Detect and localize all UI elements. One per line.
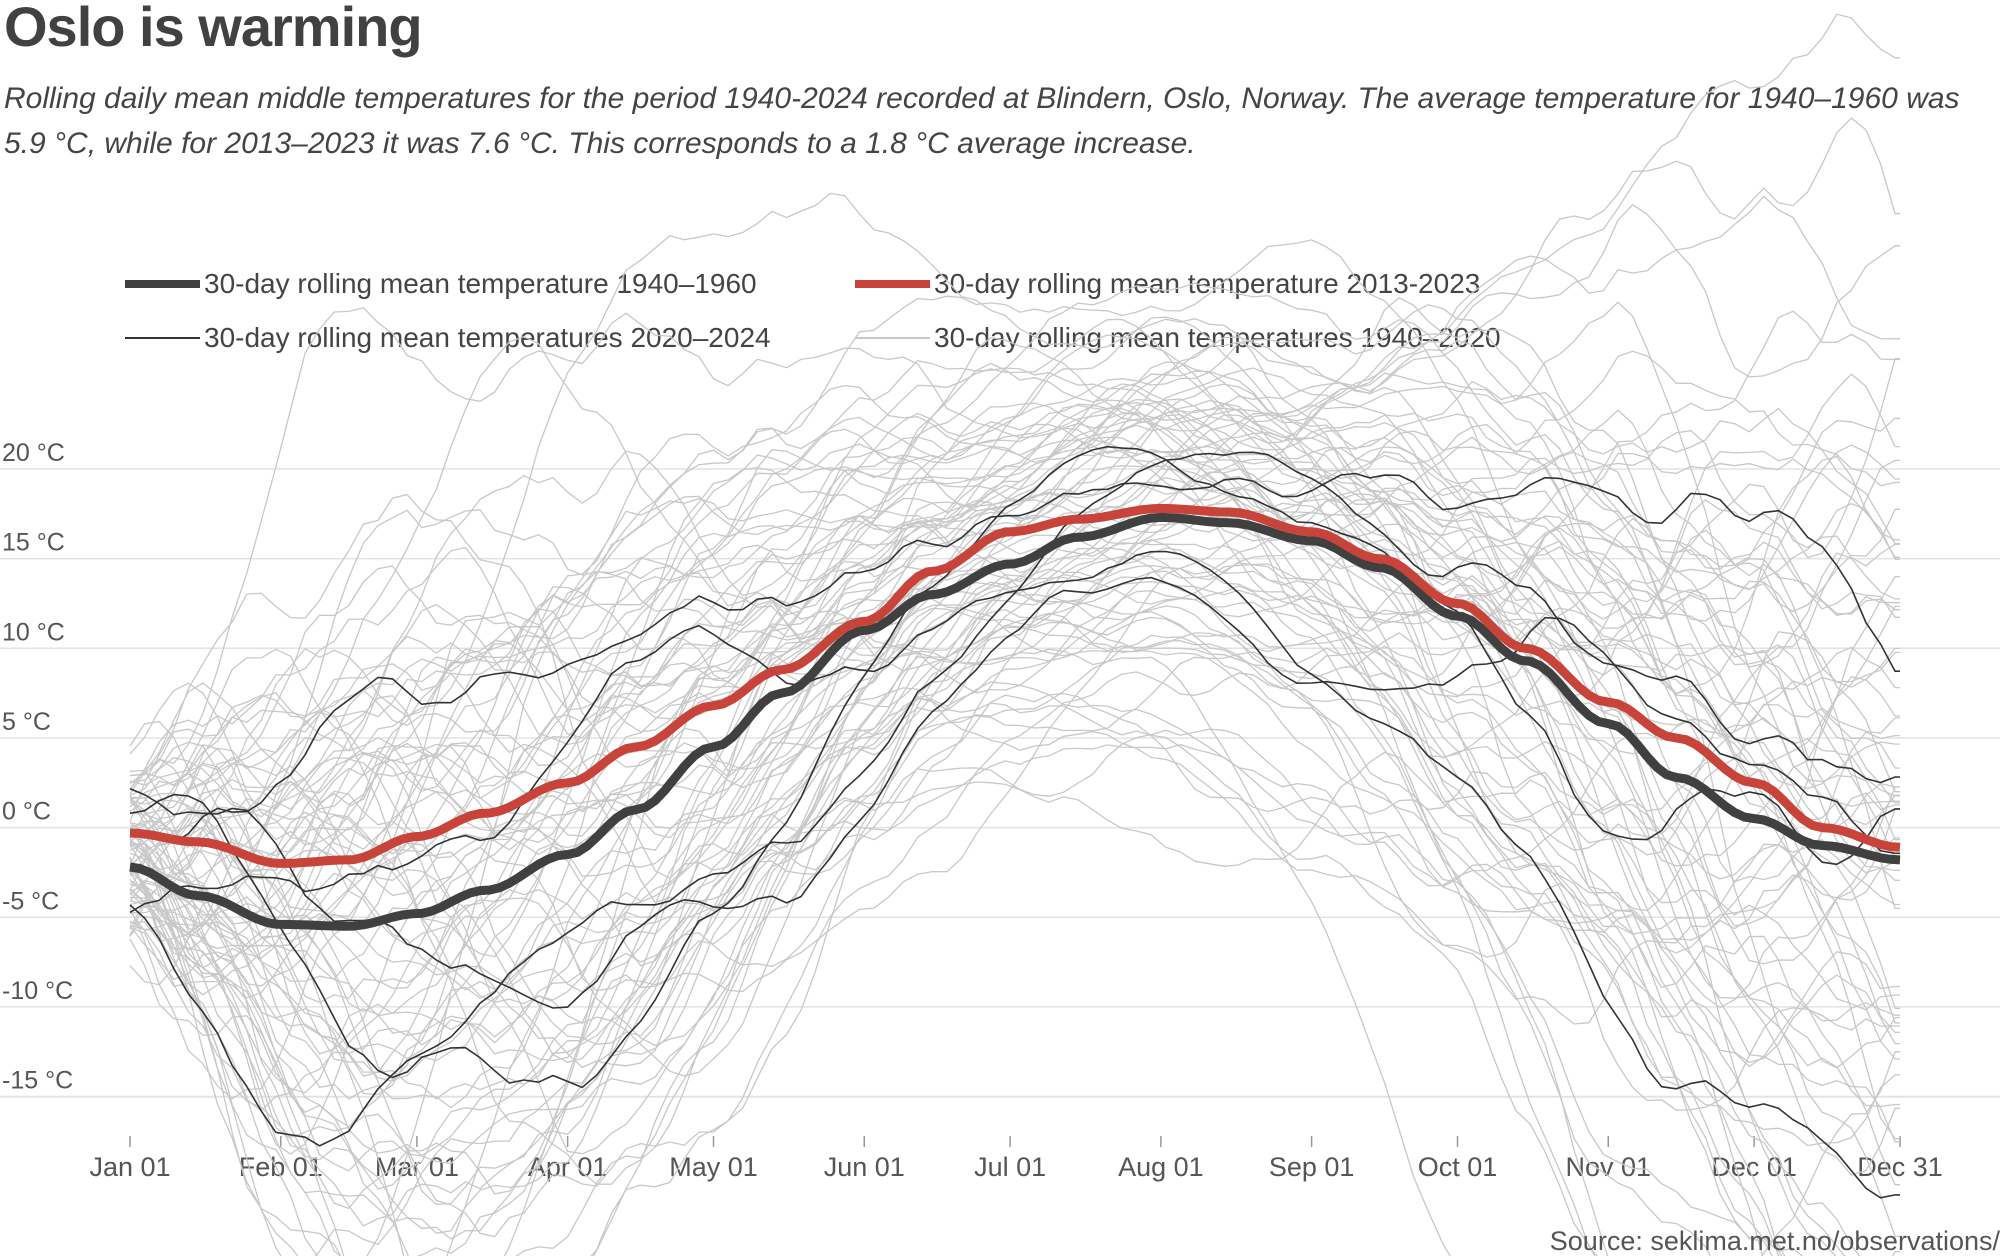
historic-line xyxy=(129,350,1900,880)
recent-year-line xyxy=(129,445,1900,1089)
legend-swatch-2020-2024 xyxy=(125,337,200,339)
historic-line xyxy=(129,493,1783,1256)
historic-lines xyxy=(129,13,1900,1256)
historic-line xyxy=(129,439,1900,878)
historic-line xyxy=(129,414,1900,1256)
historic-line xyxy=(129,301,1900,958)
historic-line xyxy=(129,651,1900,912)
historic-line xyxy=(129,318,1900,1147)
x-tick-label: Aug 01 xyxy=(1118,1152,1204,1182)
historic-line xyxy=(129,398,1900,912)
y-tick-label: 5 °C xyxy=(2,708,51,736)
historic-line xyxy=(129,632,1837,1256)
recent-lines xyxy=(129,445,1900,1199)
historic-line xyxy=(129,203,1900,1004)
x-tick-label: Dec 31 xyxy=(1857,1152,1943,1182)
y-tick-label: 0 °C xyxy=(2,798,51,826)
y-tick-label: 20 °C xyxy=(2,439,65,467)
historic-line xyxy=(129,282,1900,1062)
historic-line xyxy=(129,515,1900,1108)
recent-year-line xyxy=(129,550,1900,1199)
series-line-1940-1960 xyxy=(129,512,1901,931)
historic-line xyxy=(129,502,1900,967)
legend-swatch-1940-2020 xyxy=(855,337,930,339)
historic-line xyxy=(129,195,1900,1109)
historic-line xyxy=(129,402,1900,1190)
historic-line xyxy=(129,402,1900,1172)
series-line-2013-2023 xyxy=(129,503,1901,868)
legend-item-2013-2023: 30-day rolling mean temperature 2013-202… xyxy=(855,268,1480,300)
x-axis: Jan 01 Feb 01 Mar 01 Apr 01 May 01 Jun 01 Jul … xyxy=(89,1136,1943,1182)
x-tick-label: Jan 01 xyxy=(89,1152,170,1182)
historic-line xyxy=(129,359,1900,860)
historic-line xyxy=(129,605,1900,1045)
y-tick-label: 15 °C xyxy=(2,529,65,557)
historic-line xyxy=(129,382,1900,979)
historic-line xyxy=(129,498,1900,1205)
historic-line xyxy=(129,483,1900,984)
historic-line xyxy=(129,634,1846,1256)
recent-year-line xyxy=(129,472,1900,844)
x-tick-label: Sep 01 xyxy=(1269,1152,1355,1182)
historic-line xyxy=(129,192,1900,848)
recent-year-line xyxy=(129,576,1900,1009)
x-tick-label: May 01 xyxy=(669,1152,758,1182)
legend-label: 30-day rolling mean temperature 2013-202… xyxy=(934,268,1481,299)
historic-line xyxy=(129,648,1596,1256)
main-series xyxy=(129,503,1901,931)
x-tick-label: Dec 01 xyxy=(1711,1152,1797,1182)
historic-line xyxy=(129,611,1900,1155)
historic-line xyxy=(129,608,1900,1064)
historic-line xyxy=(129,409,1900,1256)
historic-line xyxy=(129,336,1804,1256)
historic-line xyxy=(129,467,1900,1112)
y-tick-label: -5 °C xyxy=(2,887,59,915)
chart-title: Oslo is warming xyxy=(4,0,423,58)
historic-line xyxy=(129,361,1900,935)
historic-line xyxy=(129,357,1900,936)
chart-subtitle: Rolling daily mean middle temperatures f… xyxy=(4,82,1960,160)
legend-label: 30-day rolling mean temperature 1940–196… xyxy=(204,268,757,299)
x-tick-label: Jun 01 xyxy=(824,1152,905,1182)
historic-line xyxy=(129,648,1451,1256)
historic-line xyxy=(129,574,1861,1256)
historic-line xyxy=(129,492,1900,1256)
y-tick-label: 10 °C xyxy=(2,618,65,646)
y-axis: 20 °C 15 °C 10 °C 5 °C 0 °C -5 °C -10 °C -15 °C xyxy=(2,439,73,1095)
legend-item-2020-2024: 30-day rolling mean temperatures 2020–20… xyxy=(125,322,771,354)
legend-item-1940-1960: 30-day rolling mean temperature 1940–196… xyxy=(125,268,757,300)
historic-line xyxy=(129,588,1900,1256)
historic-line xyxy=(129,436,1900,991)
historic-line xyxy=(129,304,1900,1009)
historic-line xyxy=(129,585,1786,1256)
historic-line xyxy=(129,117,1900,833)
historic-line xyxy=(129,728,1609,1256)
legend-label: 30-day rolling mean temperatures 2020–20… xyxy=(204,322,771,353)
historic-line xyxy=(129,465,1900,1256)
historic-line xyxy=(129,403,1900,1111)
historic-line xyxy=(129,385,1900,1060)
legend-swatch-2013-2023 xyxy=(855,280,930,288)
legend-swatch-1940-1960 xyxy=(125,280,200,288)
y-tick-label: -10 °C xyxy=(2,977,73,1005)
y-tick-label: -15 °C xyxy=(2,1067,73,1095)
historic-line xyxy=(129,403,1900,902)
source-note: Source: seklima.met.no/observations/ xyxy=(1549,1226,2000,1256)
historic-line xyxy=(129,647,1900,1069)
x-tick-label: Jul 01 xyxy=(974,1152,1046,1182)
recent-year-line xyxy=(129,451,1900,1147)
historic-line xyxy=(129,593,1900,1139)
historic-line xyxy=(129,687,1900,1083)
historic-line xyxy=(129,297,1900,813)
historic-line xyxy=(129,455,1900,1063)
x-tick-label: Oct 01 xyxy=(1418,1152,1498,1182)
